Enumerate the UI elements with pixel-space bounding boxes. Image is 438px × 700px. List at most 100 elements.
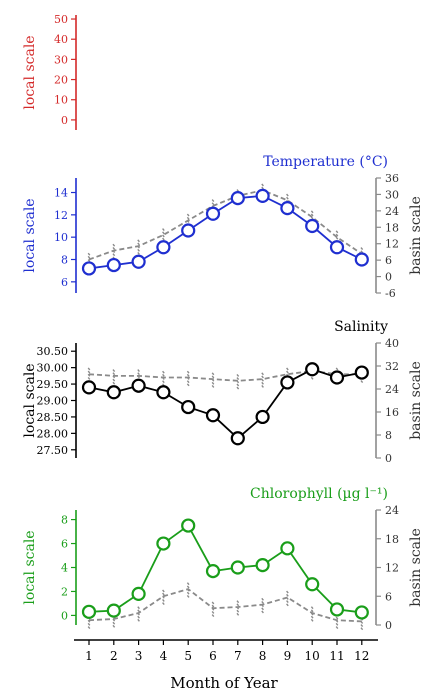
y-right-tick-label: 8: [385, 429, 392, 442]
basin-sample-mark: [335, 230, 339, 234]
y-tick-label: 8: [61, 514, 68, 527]
local-series-point: [305, 362, 320, 377]
basin-sample-mark: [236, 374, 240, 377]
local-series-point: [81, 380, 97, 395]
local-series-point: [305, 577, 320, 592]
basin-sample-mark: [310, 618, 314, 622]
local-series-point: [205, 206, 221, 221]
basin-sample-mark: [162, 231, 165, 235]
y-tick-label: 10: [54, 94, 68, 107]
y-tick-label: 30.50: [37, 345, 69, 358]
local-series-point: [131, 378, 146, 393]
basin-sample-mark: [87, 626, 91, 629]
basin-sample-mark: [87, 373, 91, 377]
basin-sample-mark: [211, 202, 215, 206]
basin-sample-mark: [87, 619, 91, 623]
basin-sample-mark: [310, 609, 314, 613]
basin-sample-mark: [286, 590, 289, 594]
basin-sample-mark: [87, 367, 91, 371]
basin-sample-mark: [360, 627, 364, 631]
basin-sample-mark: [137, 248, 140, 252]
local-series-point: [181, 399, 196, 415]
basin-sample-mark: [310, 615, 314, 619]
local-series-point: [354, 252, 369, 267]
basin-sample-mark: [87, 255, 91, 259]
local-series-line: [88, 524, 362, 614]
y-axis-label: local scale: [22, 198, 38, 272]
basin-sample-mark: [261, 385, 264, 388]
y-right-tick-label: 24: [385, 504, 399, 517]
y-axis-label: local scale: [22, 363, 38, 437]
basin-sample-mark: [162, 380, 165, 384]
y-tick-label: 6: [61, 276, 68, 289]
basin-sample-mark: [162, 598, 165, 602]
basin-sample-mark: [87, 259, 91, 262]
basin-sample-mark: [112, 253, 116, 257]
local-series-point: [255, 558, 270, 573]
basin-sample-mark: [137, 609, 140, 613]
basin-sample-mark: [137, 618, 140, 622]
basin-sample-mark: [360, 624, 364, 628]
basin-sample-mark: [261, 597, 264, 601]
basin-sample-mark: [236, 600, 240, 604]
basin-sample-mark: [87, 376, 91, 380]
y-tick-label: 10: [54, 231, 68, 244]
basin-sample-mark: [137, 615, 140, 619]
x-tick-label: 9: [284, 649, 292, 663]
local-series-point: [106, 603, 121, 618]
basin-sample-mark: [286, 593, 289, 597]
basin-sample-mark: [112, 243, 116, 247]
x-tick-label: 6: [209, 649, 217, 663]
local-series-point: [280, 375, 295, 390]
local-series-point: [156, 536, 171, 551]
basin-sample-mark: [112, 624, 116, 628]
y-right-tick-label: 36: [385, 172, 399, 185]
local-series-point: [181, 223, 196, 238]
x-tick-label: 4: [160, 649, 168, 663]
basin-sample-mark: [261, 610, 264, 614]
y-tick-label: 40: [54, 33, 68, 46]
x-axis: 1 2 3 4 5 6 7 8 9 10 11 12: [74, 639, 378, 663]
x-tick-label: 10: [305, 649, 320, 663]
local-series-point: [305, 218, 320, 234]
y-tick-label: 4: [61, 562, 68, 575]
basin-sample-mark: [186, 213, 190, 217]
basin-sample-mark: [112, 378, 116, 382]
y-tick-label: 29.00: [37, 395, 69, 408]
panel-title: Salinity: [334, 319, 388, 335]
y-tick-label: 14: [54, 187, 68, 200]
basin-sample-mark: [335, 626, 339, 629]
basin-sample-mark: [211, 610, 215, 614]
basin-sample-mark: [186, 216, 190, 220]
y-axis-label: local scale: [22, 35, 38, 109]
basin-sample-mark: [211, 372, 215, 376]
x-tick-label: 1: [85, 649, 93, 663]
local-series-point: [205, 563, 221, 579]
local-series-point: [329, 602, 345, 617]
local-series-point: [329, 370, 345, 385]
local-series-point: [354, 605, 369, 620]
basin-sample-mark: [286, 370, 289, 374]
y-axis-label: local scale: [22, 530, 38, 604]
basin-sample-mark: [236, 386, 240, 390]
y-tick-label: 0: [61, 114, 68, 127]
y-tick-label: 2: [61, 585, 68, 598]
basin-sample-mark: [261, 183, 264, 187]
y-tick-label: 28.00: [37, 427, 69, 440]
local-series-point: [131, 586, 146, 601]
local-series-point: [81, 261, 97, 276]
basin-sample-mark: [186, 591, 190, 595]
basin-sample-mark: [87, 622, 91, 626]
local-series-point: [205, 408, 221, 423]
basin-sample-mark: [211, 385, 215, 388]
basin-mean-line: [88, 189, 363, 261]
basin-sample-mark: [87, 252, 91, 256]
panel-temperature: 14 12 10 8 6 local scale Temperature (°C) 36 30 2…: [22, 154, 424, 300]
y-right-axis-label: basin scale: [408, 361, 424, 440]
local-series-point: [230, 190, 245, 206]
y-right-axis-label: basin scale: [408, 528, 424, 607]
basin-sample-mark: [211, 381, 215, 385]
basin-sample-mark: [310, 376, 314, 380]
y-tick-label: 30: [54, 53, 68, 66]
